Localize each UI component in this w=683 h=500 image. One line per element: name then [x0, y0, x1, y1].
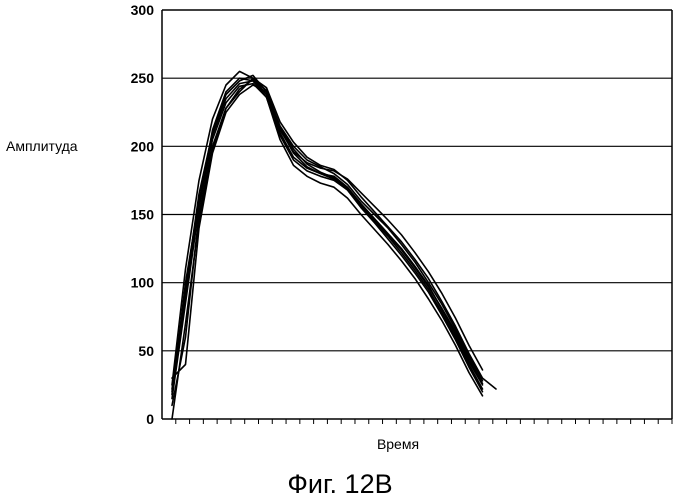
gridlines — [162, 78, 672, 351]
y-tick-label: 0 — [146, 411, 154, 427]
y-axis-label: Амплитуда — [6, 138, 78, 154]
series-lines — [172, 71, 496, 419]
figure-caption: Фиг. 12B — [287, 469, 392, 499]
y-tick-label: 300 — [131, 2, 155, 18]
y-tick-label: 100 — [131, 275, 155, 291]
tick-labels: 0 50 100 150 200 250 300 — [131, 2, 155, 427]
series-line-8 — [172, 80, 483, 420]
y-tick-label: 150 — [131, 207, 155, 223]
y-tick-label: 200 — [131, 138, 155, 154]
y-tick-label: 50 — [138, 343, 154, 359]
y-tick-label: 250 — [131, 70, 155, 86]
x-axis-label: Время — [377, 436, 419, 452]
